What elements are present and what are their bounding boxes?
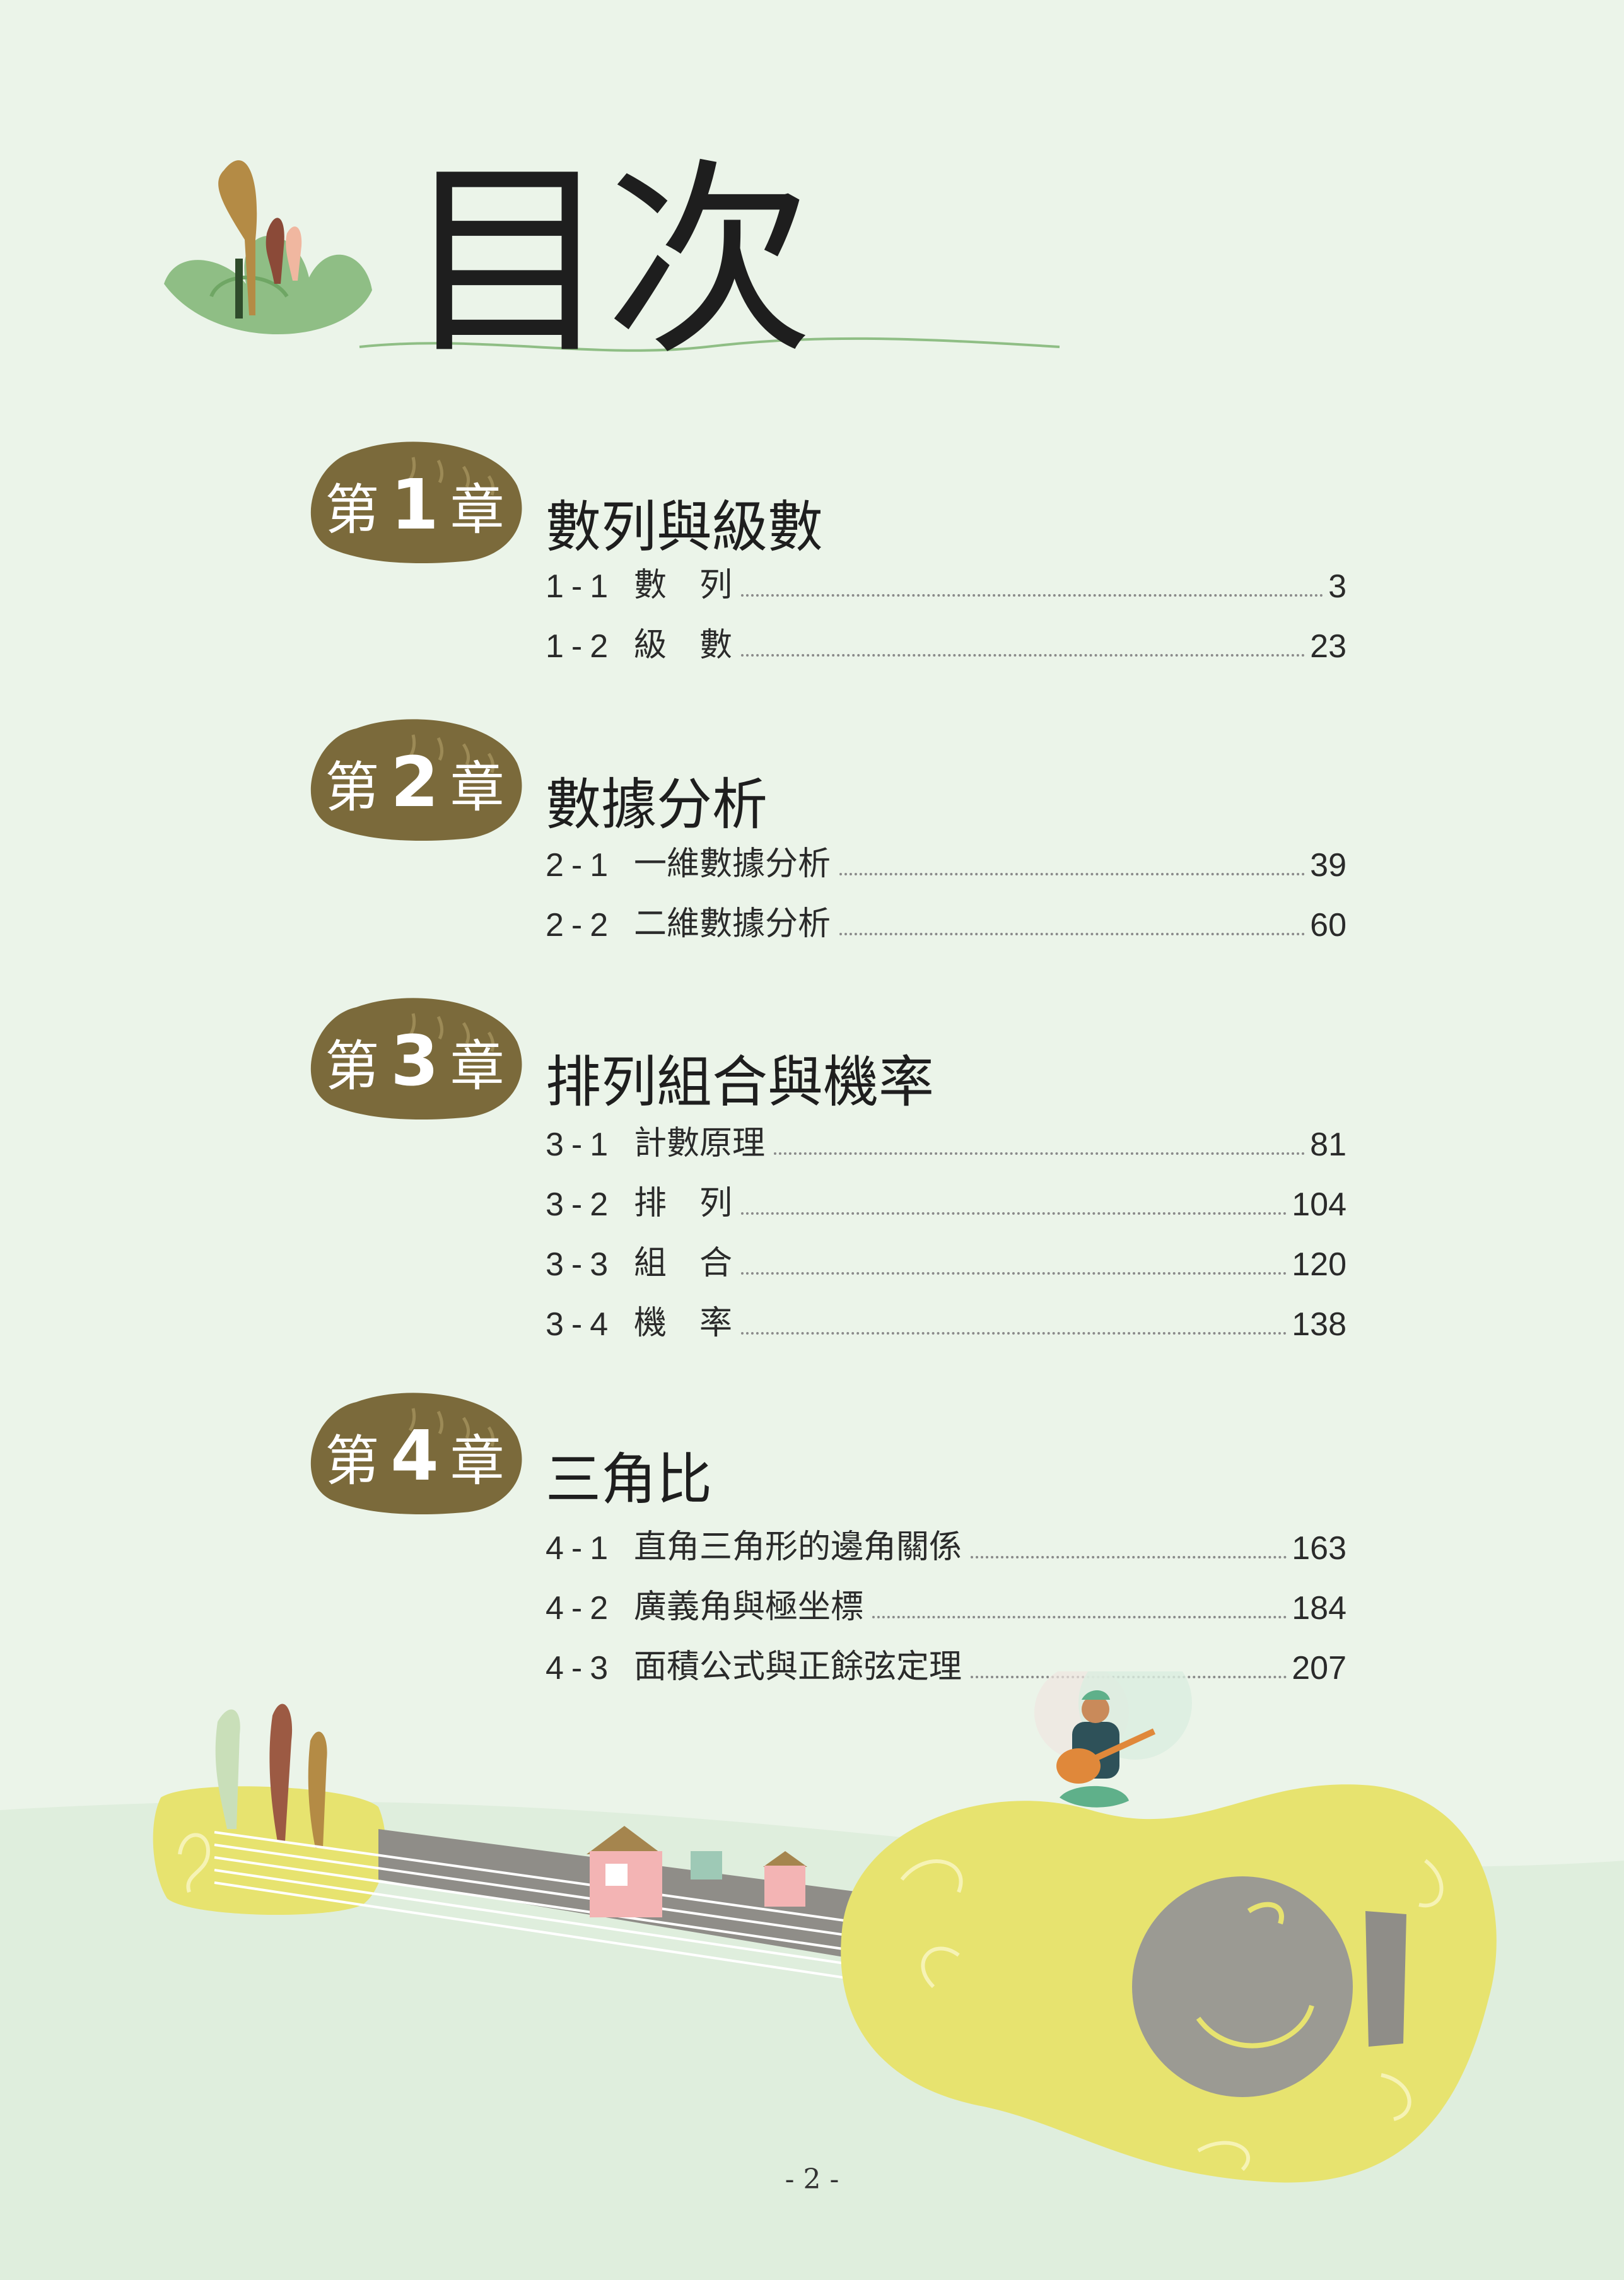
chapter-suffix: 章	[450, 1034, 505, 1098]
chapter-number: 1	[390, 464, 439, 545]
section-title: 數 列	[634, 566, 733, 604]
page-ref: 60	[1310, 907, 1347, 944]
toc-entry-2-2[interactable]: 2-2 二維數據分析 60	[546, 900, 1347, 944]
chapter-badge-2: 第 2 章	[306, 713, 523, 845]
house-icon	[587, 1826, 662, 1917]
chapter-number: 3	[390, 1020, 439, 1101]
page-ref: 207	[1292, 1650, 1347, 1687]
badge-shape	[310, 719, 522, 841]
chapter-suffix: 章	[450, 1429, 505, 1493]
section-number: 4-3	[546, 1650, 616, 1687]
section-title: 機 率	[634, 1304, 733, 1342]
page-ref: 104	[1292, 1186, 1347, 1223]
chapter-number: 2	[390, 742, 439, 822]
page-ref: 120	[1292, 1246, 1347, 1283]
top-plant-illustration	[164, 160, 1060, 352]
page-ref: 81	[1310, 1126, 1347, 1163]
section-number: 2-1	[546, 847, 616, 884]
toc-entry-4-2[interactable]: 4-2 廣義角與極坐標 184	[546, 1583, 1347, 1627]
badge-shape	[310, 1393, 522, 1515]
leader-dots	[741, 1332, 1287, 1335]
leader-dots	[971, 1556, 1287, 1558]
toc-entry-4-3[interactable]: 4-3 面積公式與正餘弦定理 207	[546, 1643, 1347, 1687]
chapter-title-4[interactable]: 三角比	[546, 1447, 713, 1512]
section-title: 廣義角與極坐標	[634, 1588, 864, 1626]
section-number: 3-2	[546, 1186, 616, 1223]
leader-dots	[839, 873, 1306, 875]
leader-dots	[839, 933, 1306, 935]
section-title: 組 合	[634, 1244, 733, 1282]
section-number: 1-1	[546, 568, 616, 605]
leader-dots	[741, 1212, 1287, 1215]
section-number: 4-1	[546, 1530, 616, 1567]
page-ref: 163	[1292, 1530, 1347, 1567]
chapter-prefix: 第	[325, 478, 380, 542]
toc-entry-3-1[interactable]: 3-1 計數原理 81	[546, 1120, 1347, 1164]
page-ref: 23	[1310, 628, 1347, 665]
section-number: 3-3	[546, 1246, 616, 1283]
toc-entry-4-1[interactable]: 4-1 直角三角形的邊角關係 163	[546, 1523, 1347, 1567]
page-ref: 184	[1292, 1590, 1347, 1627]
section-number: 1-2	[546, 628, 616, 665]
leader-dots	[741, 654, 1306, 657]
chapter-title-2[interactable]: 數據分析	[546, 772, 768, 837]
chapter-prefix: 第	[325, 756, 380, 819]
chapter-badge-1: 第 1 章	[306, 435, 523, 568]
guitar-landscape-illustration	[0, 1671, 1624, 2280]
chapter-number: 4	[390, 1415, 439, 1496]
musician-figure	[1034, 1671, 1192, 1808]
toc-entry-1-2[interactable]: 1-2 級 數 23	[546, 621, 1347, 665]
page-ref: 3	[1328, 568, 1347, 605]
toc-entry-2-1[interactable]: 2-1 一維數據分析 39	[546, 840, 1347, 884]
section-title: 級 數	[634, 626, 733, 664]
badge-shape	[310, 441, 522, 564]
page-ref: 39	[1310, 847, 1347, 884]
chapter-badge-4: 第 4 章	[306, 1386, 523, 1519]
section-title: 一維數據分析	[634, 845, 831, 883]
page-ref: 138	[1292, 1306, 1347, 1343]
leader-dots	[741, 1272, 1287, 1275]
chapter-title-1[interactable]: 數列與級數	[546, 494, 824, 559]
leader-dots	[872, 1616, 1287, 1618]
section-number: 2-2	[546, 907, 616, 944]
leader-dots	[741, 594, 1324, 597]
leader-dots	[774, 1152, 1306, 1155]
chapter-title-3[interactable]: 排列組合與機率	[546, 1049, 935, 1114]
toc-entry-3-2[interactable]: 3-2 排 列 104	[546, 1179, 1347, 1224]
chapter-suffix: 章	[450, 756, 505, 819]
section-title: 面積公式與正餘弦定理	[634, 1648, 962, 1686]
page-number: - 2 -	[785, 2163, 839, 2195]
toc-entry-3-3[interactable]: 3-3 組 合 120	[546, 1239, 1347, 1283]
toc-entry-1-1[interactable]: 1-1 數 列 3	[546, 561, 1347, 605]
chapter-prefix: 第	[325, 1034, 380, 1098]
section-number: 3-4	[546, 1306, 616, 1343]
section-number: 4-2	[546, 1590, 616, 1627]
chapter-badge-3: 第 3 章	[306, 991, 523, 1124]
section-title: 計數原理	[634, 1125, 766, 1162]
chapter-suffix: 章	[450, 478, 505, 542]
section-number: 3-1	[546, 1126, 616, 1163]
page-title: 目次	[404, 141, 814, 383]
toc-entry-3-4[interactable]: 3-4 機 率 138	[546, 1299, 1347, 1343]
chapter-prefix: 第	[325, 1429, 380, 1493]
section-title: 直角三角形的邊角關係	[634, 1528, 962, 1566]
badge-shape	[310, 998, 522, 1120]
section-title: 排 列	[634, 1184, 733, 1222]
section-title: 二維數據分析	[634, 905, 831, 943]
